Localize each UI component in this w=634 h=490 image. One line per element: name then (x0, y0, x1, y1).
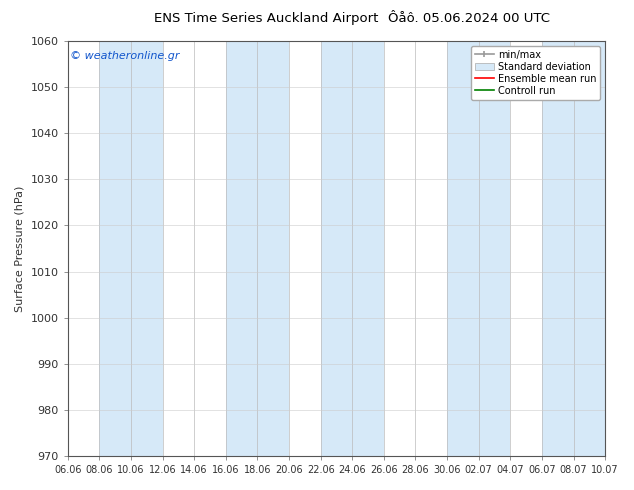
Bar (321, 41, 384, 456)
Text: Ôåô. 05.06.2024 00 UTC: Ôåô. 05.06.2024 00 UTC (388, 12, 550, 25)
Bar (226, 41, 289, 456)
Bar (542, 41, 605, 456)
Text: ENS Time Series Auckland Airport: ENS Time Series Auckland Airport (154, 12, 378, 25)
Y-axis label: Surface Pressure (hPa): Surface Pressure (hPa) (15, 185, 25, 312)
Text: © weatheronline.gr: © weatheronline.gr (70, 51, 180, 61)
Bar (447, 41, 510, 456)
Legend: min/max, Standard deviation, Ensemble mean run, Controll run: min/max, Standard deviation, Ensemble me… (470, 46, 600, 99)
Bar (100, 41, 162, 456)
